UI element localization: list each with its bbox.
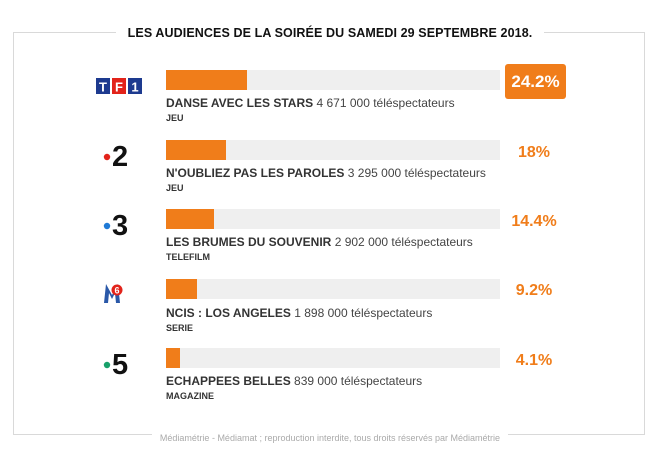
program-genre: JEU — [166, 183, 184, 193]
bar — [166, 70, 247, 90]
channel-row-france5: 5 4.1% ECHAPPEES BELLES 839 000 téléspec… — [0, 348, 660, 418]
program-line: DANSE AVEC LES STARS 4 671 000 téléspect… — [166, 96, 455, 110]
audience-count: 3 295 000 téléspectateurs — [347, 166, 486, 180]
source-footer: Médiamétrie - Médiamat ; reproduction in… — [151, 433, 509, 443]
svg-text:F: F — [115, 80, 123, 95]
france2-logo-icon: 2 — [95, 138, 145, 172]
bar-value-label: 18% — [517, 144, 551, 161]
program-line: ECHAPPEES BELLES 839 000 téléspectateurs — [166, 374, 422, 388]
program-title: ECHAPPEES BELLES — [166, 374, 291, 388]
m6-logo-icon: 6 — [95, 278, 145, 308]
audience-count: 4 671 000 téléspectateurs — [316, 96, 455, 110]
bar — [166, 140, 227, 160]
bar — [166, 279, 197, 299]
program-line: LES BRUMES DU SOUVENIR 2 902 000 téléspe… — [166, 235, 473, 249]
bar-value-label: 14.4% — [511, 213, 557, 230]
svg-text:5: 5 — [112, 349, 128, 380]
program-line: NCIS : LOS ANGELES 1 898 000 téléspectat… — [166, 306, 432, 320]
bar-value-label: 4.1% — [515, 352, 553, 369]
france5-logo-icon: 5 — [95, 346, 145, 380]
bar — [166, 209, 215, 229]
svg-text:3: 3 — [112, 210, 128, 241]
bar-track — [166, 348, 500, 368]
svg-text:6: 6 — [114, 286, 119, 296]
channel-row-tf1: T F 1 24.2% DANSE AVEC LES STARS 4 671 0… — [0, 64, 660, 140]
bar-track — [166, 209, 500, 229]
audience-count: 2 902 000 téléspectateurs — [334, 235, 473, 249]
program-title: LES BRUMES DU SOUVENIR — [166, 235, 332, 249]
svg-text:1: 1 — [131, 80, 138, 95]
audience-count: 839 000 téléspectateurs — [294, 374, 423, 388]
chart-title: LES AUDIENCES DE LA SOIRÉE DU SAMEDI 29 … — [115, 26, 545, 40]
svg-text:2: 2 — [112, 141, 128, 172]
program-genre: SERIE — [166, 323, 194, 333]
france3-logo-icon: 3 — [95, 207, 145, 241]
tf1-logo-icon: T F 1 — [95, 76, 145, 106]
program-line: N'OUBLIEZ PAS LES PAROLES 3 295 000 télé… — [166, 166, 486, 180]
program-title: N'OUBLIEZ PAS LES PAROLES — [166, 166, 345, 180]
svg-text:T: T — [99, 80, 107, 95]
program-genre: TELEFILM — [166, 252, 210, 262]
bar-track — [166, 279, 500, 299]
channel-row-france3: 3 14.4% LES BRUMES DU SOUVENIR 2 902 000… — [0, 209, 660, 279]
program-genre: JEU — [166, 113, 184, 123]
program-genre: MAGAZINE — [166, 391, 214, 401]
channel-row-france2: 2 18% N'OUBLIEZ PAS LES PAROLES 3 295 00… — [0, 140, 660, 210]
program-title: NCIS : LOS ANGELES — [166, 306, 291, 320]
bar-track — [166, 140, 500, 160]
bar-track — [166, 70, 500, 90]
footer-wrap: Médiamétrie - Médiamat ; reproduction in… — [0, 428, 660, 446]
bar-value-label: 9.2% — [515, 282, 553, 299]
channel-row-m6: 6 9.2% NCIS : LOS ANGELES 1 898 000 télé… — [0, 279, 660, 349]
program-title: DANSE AVEC LES STARS — [166, 96, 314, 110]
bar-value-label: 24.2% — [505, 64, 566, 99]
audience-count: 1 898 000 téléspectateurs — [294, 306, 433, 320]
chart-title-wrap: LES AUDIENCES DE LA SOIRÉE DU SAMEDI 29 … — [0, 24, 660, 42]
bar — [166, 348, 180, 368]
